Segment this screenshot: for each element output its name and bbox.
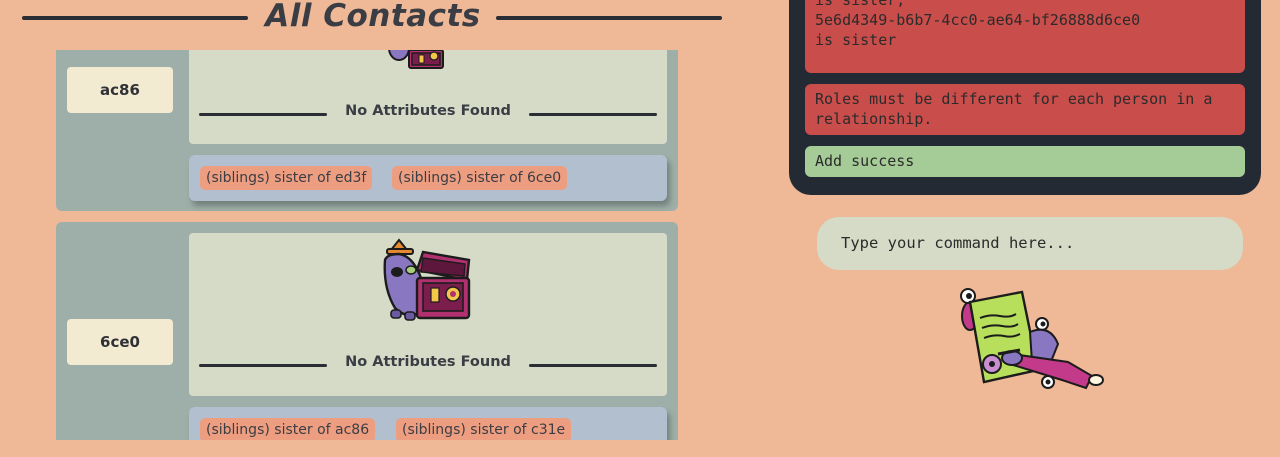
contact-list[interactable]: ac86 No Attributes Found (siblings) sist… bbox=[56, 50, 678, 440]
command-input[interactable] bbox=[817, 217, 1243, 270]
message-line: is sister, bbox=[815, 0, 906, 9]
no-attributes-divider: No Attributes Found bbox=[189, 103, 667, 123]
contact-name: 6ce0 bbox=[67, 319, 173, 365]
divider-line-left bbox=[199, 113, 327, 116]
message-line: Add success bbox=[815, 152, 915, 170]
attributes-panel: No Attributes Found bbox=[189, 50, 667, 144]
message-line: is sister bbox=[815, 31, 897, 49]
success-message: Add success bbox=[805, 146, 1245, 177]
contact-card[interactable]: 6ce0 bbox=[56, 222, 678, 440]
contract-writing-icon bbox=[960, 288, 1104, 390]
divider-line-right bbox=[529, 113, 657, 116]
no-attributes-label: No Attributes Found bbox=[345, 354, 511, 370]
relations-panel: (siblings) sister of ac86 (siblings) sis… bbox=[189, 407, 667, 440]
divider-line-right bbox=[529, 364, 657, 367]
message-line: Roles must be different for each person … bbox=[815, 90, 1213, 108]
relation-tag[interactable]: (siblings) sister of ed3f bbox=[200, 166, 373, 190]
result-log[interactable]: is sister, 5e6d4349-b6b7-4cc0-ae64-bf268… bbox=[789, 0, 1261, 195]
contact-card[interactable]: ac86 No Attributes Found (siblings) sist… bbox=[56, 50, 678, 211]
page-title: All Contacts bbox=[265, 0, 481, 34]
error-message: Roles must be different for each person … bbox=[805, 84, 1245, 135]
relation-tag[interactable]: (siblings) sister of c31e bbox=[396, 418, 572, 440]
divider-line-left bbox=[199, 364, 327, 367]
message-line: relationship. bbox=[815, 110, 933, 128]
contacts-header: All Contacts bbox=[22, 0, 722, 38]
message-line: 5e6d4349-b6b7-4cc0-ae64-bf26888d6ce0 bbox=[815, 11, 1141, 29]
contact-name: ac86 bbox=[67, 67, 173, 113]
error-message: is sister, 5e6d4349-b6b7-4cc0-ae64-bf268… bbox=[805, 0, 1245, 73]
no-attributes-label: No Attributes Found bbox=[345, 103, 511, 119]
pirate-treasure-chest-icon bbox=[383, 238, 471, 321]
relation-tag[interactable]: (siblings) sister of ac86 bbox=[200, 418, 376, 440]
pirate-treasure-chest-icon bbox=[388, 50, 444, 69]
header-rule-left bbox=[22, 16, 248, 20]
relations-panel: (siblings) sister of ed3f (siblings) sis… bbox=[189, 155, 667, 201]
relation-tag[interactable]: (siblings) sister of 6ce0 bbox=[392, 166, 568, 190]
attributes-panel: No Attributes Found bbox=[189, 233, 667, 396]
no-attributes-divider: No Attributes Found bbox=[189, 354, 667, 374]
header-rule-right bbox=[496, 16, 722, 20]
